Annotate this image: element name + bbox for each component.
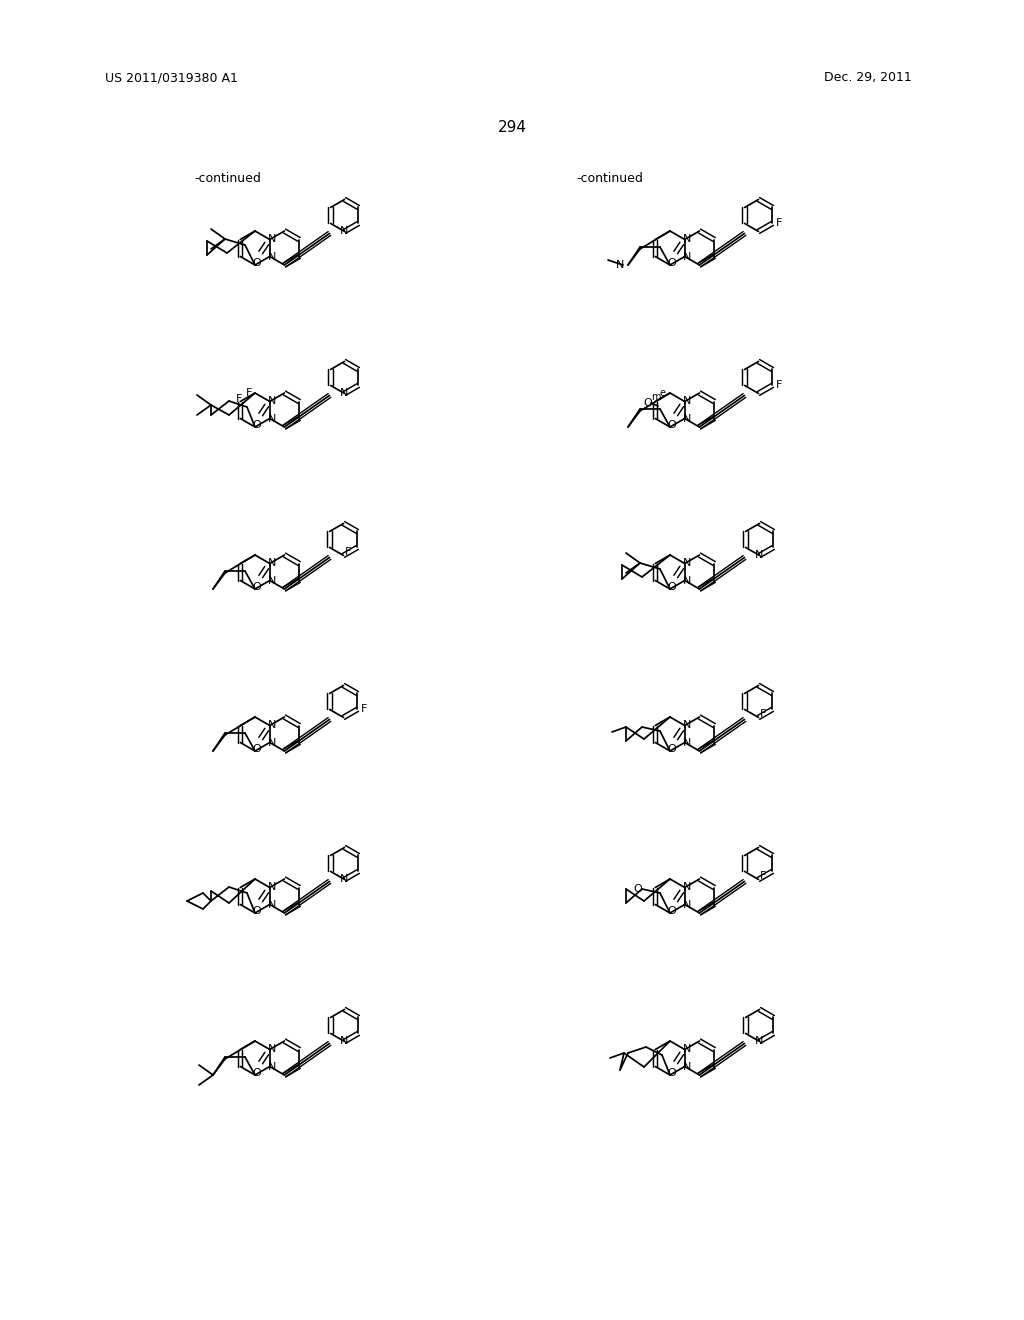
Text: N: N <box>683 396 691 407</box>
Text: O: O <box>252 743 261 754</box>
Text: N: N <box>683 1044 691 1055</box>
Text: O: O <box>644 399 652 408</box>
Text: N: N <box>683 413 691 424</box>
Text: N: N <box>267 396 275 407</box>
Text: F: F <box>776 380 782 391</box>
Text: US 2011/0319380 A1: US 2011/0319380 A1 <box>105 71 238 84</box>
Text: N: N <box>267 576 275 586</box>
Text: -continued: -continued <box>195 172 261 185</box>
Text: N: N <box>683 899 691 909</box>
Text: N: N <box>340 227 349 236</box>
Text: N: N <box>615 260 625 271</box>
Text: N: N <box>267 413 275 424</box>
Text: N: N <box>683 235 691 244</box>
Text: N: N <box>340 388 349 399</box>
Text: N: N <box>267 252 275 261</box>
Text: F: F <box>236 393 243 404</box>
Text: -continued: -continued <box>577 172 643 185</box>
Text: N: N <box>683 721 691 730</box>
Text: N: N <box>267 883 275 892</box>
Text: N: N <box>267 738 275 747</box>
Text: N: N <box>683 883 691 892</box>
Text: Dec. 29, 2011: Dec. 29, 2011 <box>824 71 912 84</box>
Text: N: N <box>683 1061 691 1072</box>
Text: N: N <box>683 738 691 747</box>
Text: O: O <box>668 906 676 916</box>
Text: O: O <box>668 582 676 591</box>
Text: N: N <box>267 899 275 909</box>
Text: 294: 294 <box>498 120 526 136</box>
Text: O: O <box>668 420 676 429</box>
Text: O: O <box>252 257 261 268</box>
Text: F: F <box>345 548 351 557</box>
Text: F: F <box>776 218 782 228</box>
Text: O: O <box>252 582 261 591</box>
Text: O: O <box>668 1068 676 1077</box>
Text: F: F <box>760 709 767 719</box>
Text: O: O <box>252 420 261 429</box>
Text: m: m <box>651 392 660 403</box>
Text: N: N <box>683 252 691 261</box>
Text: O: O <box>252 906 261 916</box>
Text: N: N <box>267 1044 275 1055</box>
Text: O: O <box>252 1068 261 1077</box>
Text: F: F <box>760 871 767 882</box>
Text: N: N <box>267 721 275 730</box>
Text: F: F <box>246 388 252 399</box>
Text: N: N <box>340 1036 349 1047</box>
Text: O: O <box>668 743 676 754</box>
Text: F: F <box>361 705 368 714</box>
Text: N: N <box>683 558 691 569</box>
Text: N: N <box>756 550 764 561</box>
Text: N: N <box>267 235 275 244</box>
Text: O: O <box>668 257 676 268</box>
Text: N: N <box>267 1061 275 1072</box>
Text: N: N <box>340 874 349 884</box>
Text: N: N <box>267 558 275 569</box>
Text: e: e <box>659 388 665 399</box>
Text: O: O <box>634 884 642 894</box>
Text: N: N <box>756 1036 764 1047</box>
Text: N: N <box>683 576 691 586</box>
